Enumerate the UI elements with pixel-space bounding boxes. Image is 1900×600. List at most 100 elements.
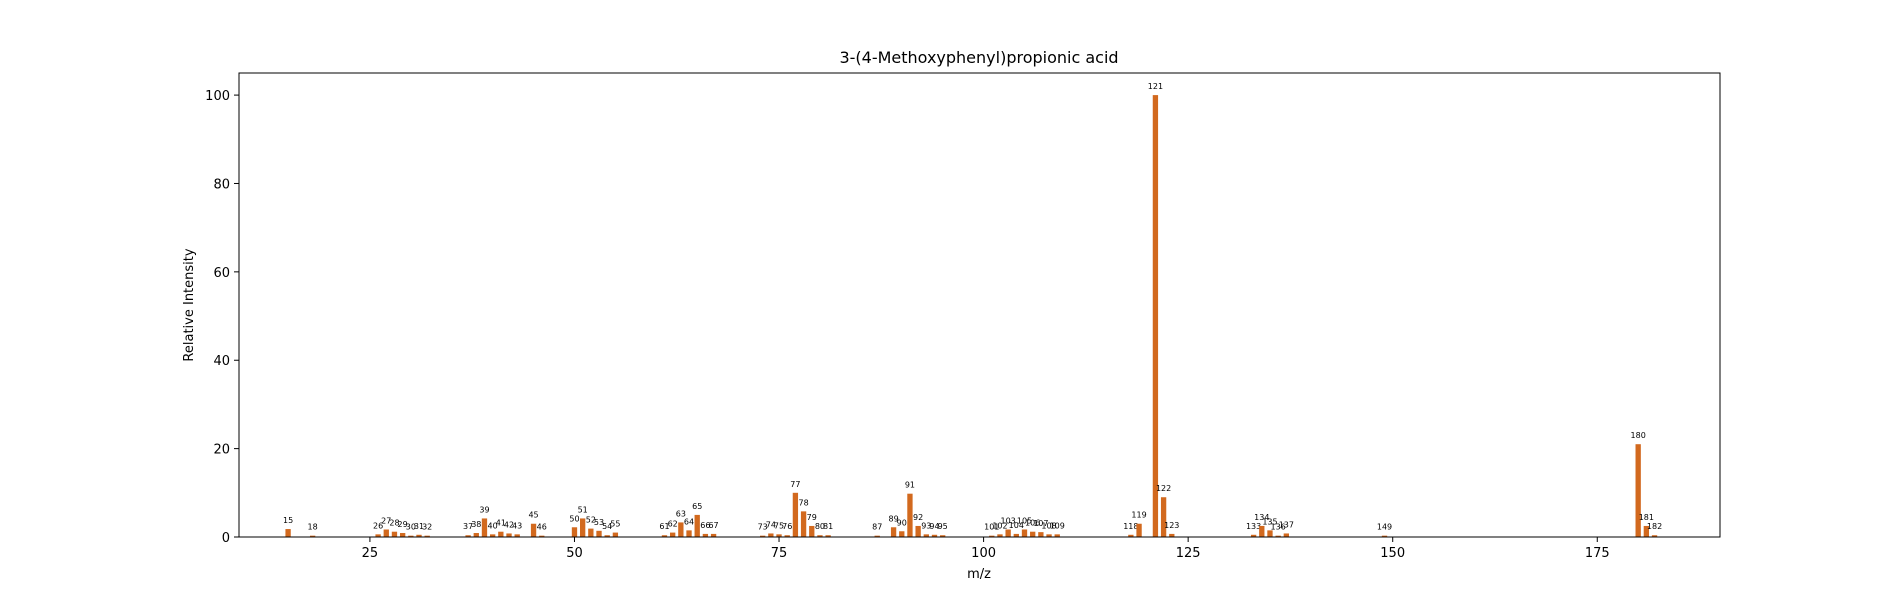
peak-label: 66 — [700, 521, 710, 530]
peak-bar — [424, 535, 430, 537]
peak-bar — [1283, 533, 1289, 537]
peak-label: 95 — [938, 522, 948, 531]
peak-bar — [391, 531, 398, 537]
peak-bar — [408, 535, 414, 537]
peak-bar — [571, 527, 578, 537]
peak-bar — [1136, 523, 1142, 537]
peak-bar — [792, 492, 799, 537]
peak-bar — [670, 532, 676, 537]
peak-bar — [686, 530, 692, 537]
y-tick-label: 40 — [213, 354, 230, 369]
peak-label: 87 — [872, 523, 882, 532]
peak-label: 55 — [610, 520, 620, 529]
peak-label: 89 — [888, 514, 898, 523]
peak-label: 63 — [676, 509, 686, 518]
peak-bar — [1651, 535, 1658, 537]
peak-bar — [678, 522, 684, 537]
peak-label: 32 — [422, 523, 432, 532]
peak-bar — [285, 529, 291, 537]
peak-label: 101 — [984, 523, 999, 532]
peak-label: 46 — [537, 523, 547, 532]
peak-bar — [1128, 534, 1134, 537]
x-axis: 25 50 75 100 125 150 175 — [362, 537, 1610, 561]
peak-bar — [489, 534, 496, 537]
peak-label: 119 — [1131, 511, 1146, 520]
peak-bar — [604, 535, 610, 537]
peak-bar — [1152, 95, 1159, 537]
peak-bar — [1250, 534, 1257, 537]
peak-label: 103 — [1000, 516, 1015, 525]
peak-label: 61 — [659, 522, 669, 531]
peak-label: 92 — [913, 513, 923, 522]
peak-label: 73 — [758, 523, 768, 532]
peak-bar — [498, 531, 504, 537]
peak-bar — [809, 525, 815, 537]
peak-bar — [1021, 529, 1028, 537]
peak-label: 105 — [1017, 516, 1032, 525]
peak-bar — [1267, 530, 1273, 537]
peak-label: 104 — [1009, 521, 1024, 530]
x-tick-label: 175 — [1585, 546, 1610, 561]
peak-label: 137 — [1279, 520, 1294, 529]
peak-bar — [1038, 532, 1044, 537]
y-axis: 0 20 40 60 80 100 — [205, 89, 239, 546]
peak-bar — [768, 533, 774, 537]
peak-bar — [931, 534, 938, 537]
peak-bar — [416, 534, 422, 537]
peak-label: 109 — [1050, 521, 1065, 530]
peak-bar — [915, 525, 921, 537]
peak-label: 102 — [992, 521, 1007, 530]
peak-label: 15 — [283, 516, 293, 525]
peak-bar — [1013, 533, 1019, 537]
peak-label: 51 — [578, 505, 588, 514]
peak-label: 91 — [905, 481, 915, 490]
peak-bar — [612, 532, 619, 537]
peak-bar — [784, 535, 790, 537]
peak-label: 79 — [807, 513, 817, 522]
peak-bar — [874, 535, 880, 537]
peak-bar — [481, 518, 488, 537]
peak-label: 118 — [1123, 522, 1138, 531]
peak-bar — [800, 511, 807, 537]
peak-label: 38 — [471, 520, 481, 529]
x-tick-label: 125 — [1176, 546, 1201, 561]
peak-bar — [1169, 533, 1175, 537]
peak-bar — [580, 518, 586, 537]
peak-label: 30 — [406, 523, 416, 532]
peak-bar — [514, 534, 520, 537]
peak-bar — [1030, 531, 1036, 537]
peak-bar — [1054, 534, 1060, 537]
peak-bar — [596, 530, 602, 537]
peak-bar — [661, 535, 668, 537]
peak-bar — [309, 535, 316, 537]
peak-label: 123 — [1164, 521, 1179, 530]
peak-label: 39 — [479, 505, 489, 514]
peak-label: 76 — [782, 522, 792, 531]
peak-bar — [539, 535, 545, 537]
peak-bar — [1005, 529, 1011, 537]
y-tick-label: 100 — [205, 89, 230, 104]
peak-label: 93 — [921, 521, 931, 530]
peak-bar — [825, 535, 831, 537]
peak-bar — [923, 534, 929, 537]
y-tick-label: 80 — [213, 177, 230, 192]
peak-label: 133 — [1246, 522, 1261, 531]
y-axis-label: Relative Intensity — [182, 248, 197, 361]
peak-bar — [940, 535, 946, 537]
x-tick-label: 100 — [971, 546, 996, 561]
peak-label: 53 — [594, 518, 604, 527]
peak-label: 64 — [684, 517, 694, 526]
peak-label: 75 — [774, 521, 784, 530]
peak-label: 31 — [414, 522, 424, 531]
peak-label: 50 — [569, 514, 579, 523]
peak-label: 134 — [1254, 513, 1269, 522]
peak-bar — [465, 535, 471, 537]
peak-label: 149 — [1377, 523, 1392, 532]
chart-title: 3-(4-Methoxyphenyl)propionic acid — [839, 48, 1118, 67]
peak-label: 67 — [708, 521, 718, 530]
peak-label: 77 — [790, 480, 800, 489]
x-tick-label: 150 — [1380, 546, 1405, 561]
peak-bar — [760, 535, 766, 537]
peak-label: 81 — [823, 522, 833, 531]
